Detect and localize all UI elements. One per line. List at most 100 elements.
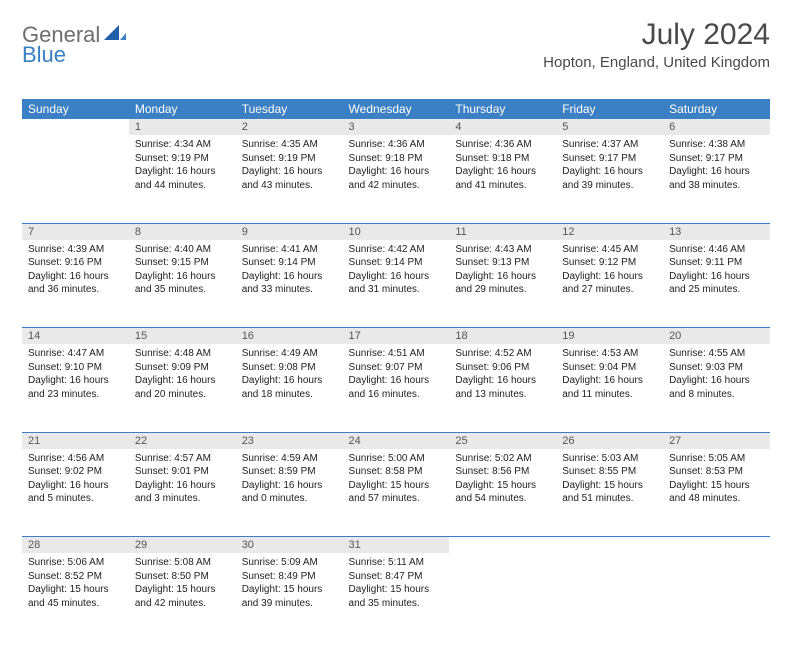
day-line: and 42 minutes. xyxy=(349,179,444,193)
day-number-cell: 31 xyxy=(343,537,450,554)
day-content: Sunrise: 4:42 AMSunset: 9:14 PMDaylight:… xyxy=(343,240,450,303)
day-line: Sunrise: 4:42 AM xyxy=(349,243,444,257)
day-line: Sunset: 9:19 PM xyxy=(242,152,337,166)
day-line: and 31 minutes. xyxy=(349,283,444,297)
day-cell: Sunrise: 4:39 AMSunset: 9:16 PMDaylight:… xyxy=(22,240,129,328)
day-line: Daylight: 15 hours xyxy=(28,583,123,597)
day-line: Sunset: 8:50 PM xyxy=(135,570,230,584)
day-content: Sunrise: 5:00 AMSunset: 8:58 PMDaylight:… xyxy=(343,449,450,512)
day-line: Sunset: 9:14 PM xyxy=(242,256,337,270)
month-title: July 2024 xyxy=(543,18,770,52)
day-line: Sunrise: 4:45 AM xyxy=(562,243,657,257)
day-line: and 57 minutes. xyxy=(349,492,444,506)
day-line: and 36 minutes. xyxy=(28,283,123,297)
day-cell: Sunrise: 4:40 AMSunset: 9:15 PMDaylight:… xyxy=(129,240,236,328)
day-line: and 42 minutes. xyxy=(135,597,230,611)
day-line: Sunset: 9:15 PM xyxy=(135,256,230,270)
day-number-cell: 6 xyxy=(663,119,770,135)
day-line: Daylight: 15 hours xyxy=(349,479,444,493)
day-cell: Sunrise: 5:05 AMSunset: 8:53 PMDaylight:… xyxy=(663,449,770,537)
day-number-cell: 5 xyxy=(556,119,663,135)
day-line: and 39 minutes. xyxy=(562,179,657,193)
day-cell: Sunrise: 4:55 AMSunset: 9:03 PMDaylight:… xyxy=(663,344,770,432)
day-line: Daylight: 16 hours xyxy=(349,165,444,179)
day-line: and 13 minutes. xyxy=(455,388,550,402)
calendar-body: 123456Sunrise: 4:34 AMSunset: 9:19 PMDay… xyxy=(22,119,770,641)
day-line: Sunset: 8:58 PM xyxy=(349,465,444,479)
day-cell: Sunrise: 5:03 AMSunset: 8:55 PMDaylight:… xyxy=(556,449,663,537)
day-content: Sunrise: 4:52 AMSunset: 9:06 PMDaylight:… xyxy=(449,344,556,407)
day-line: Daylight: 16 hours xyxy=(242,374,337,388)
day-cell xyxy=(22,135,129,223)
day-number-cell: 12 xyxy=(556,223,663,240)
day-line: and 3 minutes. xyxy=(135,492,230,506)
day-line: Sunset: 9:13 PM xyxy=(455,256,550,270)
day-line: Sunrise: 4:49 AM xyxy=(242,347,337,361)
day-content: Sunrise: 4:56 AMSunset: 9:02 PMDaylight:… xyxy=(22,449,129,512)
day-line: Daylight: 16 hours xyxy=(455,374,550,388)
day-cell xyxy=(663,553,770,641)
day-line: Sunset: 8:49 PM xyxy=(242,570,337,584)
day-line: Sunrise: 4:53 AM xyxy=(562,347,657,361)
day-number-cell: 27 xyxy=(663,432,770,449)
day-line: Sunrise: 5:08 AM xyxy=(135,556,230,570)
day-line: Daylight: 16 hours xyxy=(349,270,444,284)
day-line: Daylight: 16 hours xyxy=(455,270,550,284)
day-number-cell xyxy=(663,537,770,554)
day-content: Sunrise: 5:09 AMSunset: 8:49 PMDaylight:… xyxy=(236,553,343,616)
day-cell: Sunrise: 4:41 AMSunset: 9:14 PMDaylight:… xyxy=(236,240,343,328)
day-number-cell: 28 xyxy=(22,537,129,554)
day-number-cell: 24 xyxy=(343,432,450,449)
day-content: Sunrise: 5:05 AMSunset: 8:53 PMDaylight:… xyxy=(663,449,770,512)
day-line: and 25 minutes. xyxy=(669,283,764,297)
day-content: Sunrise: 4:51 AMSunset: 9:07 PMDaylight:… xyxy=(343,344,450,407)
day-number-cell: 7 xyxy=(22,223,129,240)
day-line: and 45 minutes. xyxy=(28,597,123,611)
day-line: Sunset: 9:17 PM xyxy=(669,152,764,166)
day-number-cell: 10 xyxy=(343,223,450,240)
day-line: Sunrise: 5:00 AM xyxy=(349,452,444,466)
day-line: Sunrise: 4:38 AM xyxy=(669,138,764,152)
day-line: Daylight: 15 hours xyxy=(242,583,337,597)
day-cell: Sunrise: 5:06 AMSunset: 8:52 PMDaylight:… xyxy=(22,553,129,641)
day-cell: Sunrise: 4:56 AMSunset: 9:02 PMDaylight:… xyxy=(22,449,129,537)
day-cell: Sunrise: 4:53 AMSunset: 9:04 PMDaylight:… xyxy=(556,344,663,432)
day-line: Sunrise: 4:40 AM xyxy=(135,243,230,257)
day-content: Sunrise: 4:36 AMSunset: 9:18 PMDaylight:… xyxy=(343,135,450,198)
day-content: Sunrise: 4:45 AMSunset: 9:12 PMDaylight:… xyxy=(556,240,663,303)
day-line: Sunset: 8:53 PM xyxy=(669,465,764,479)
day-line: Sunset: 9:03 PM xyxy=(669,361,764,375)
day-cell: Sunrise: 4:49 AMSunset: 9:08 PMDaylight:… xyxy=(236,344,343,432)
day-number-cell xyxy=(449,537,556,554)
location: Hopton, England, United Kingdom xyxy=(543,54,770,71)
content-row: Sunrise: 4:34 AM Sunset: 9:19 PM Daylight:… xyxy=(22,135,770,223)
day-line: and 5 minutes. xyxy=(28,492,123,506)
day-line: and 16 minutes. xyxy=(349,388,444,402)
day-line: Sunset: 8:47 PM xyxy=(349,570,444,584)
day-cell: Sunrise: 5:00 AMSunset: 8:58 PMDaylight:… xyxy=(343,449,450,537)
content-row: Sunrise: 4:39 AMSunset: 9:16 PMDaylight:… xyxy=(22,240,770,328)
day-cell: Sunrise: 4:36 AMSunset: 9:18 PMDaylight:… xyxy=(343,135,450,223)
day-line: and 48 minutes. xyxy=(669,492,764,506)
day-line: Sunrise: 4:34 AM xyxy=(135,138,230,152)
day-cell: Sunrise: 4:46 AMSunset: 9:11 PMDaylight:… xyxy=(663,240,770,328)
day-line: Sunset: 9:18 PM xyxy=(455,152,550,166)
weekday-header: Tuesday xyxy=(236,99,343,119)
day-cell xyxy=(449,553,556,641)
day-line: Daylight: 16 hours xyxy=(28,479,123,493)
day-line: Daylight: 15 hours xyxy=(669,479,764,493)
day-number-cell: 26 xyxy=(556,432,663,449)
day-line: Sunset: 9:08 PM xyxy=(242,361,337,375)
day-line: Sunrise: 4:43 AM xyxy=(455,243,550,257)
day-line: and 33 minutes. xyxy=(242,283,337,297)
day-line: Sunrise: 4:36 AM xyxy=(349,138,444,152)
day-line: Sunrise: 4:47 AM xyxy=(28,347,123,361)
day-line: Daylight: 16 hours xyxy=(562,165,657,179)
day-content: Sunrise: 4:37 AMSunset: 9:17 PMDaylight:… xyxy=(556,135,663,198)
day-number-cell: 23 xyxy=(236,432,343,449)
day-number-cell: 20 xyxy=(663,328,770,345)
day-number-cell: 14 xyxy=(22,328,129,345)
day-line: Sunrise: 4:39 AM xyxy=(28,243,123,257)
day-line: and 41 minutes. xyxy=(455,179,550,193)
day-number-cell: 22 xyxy=(129,432,236,449)
